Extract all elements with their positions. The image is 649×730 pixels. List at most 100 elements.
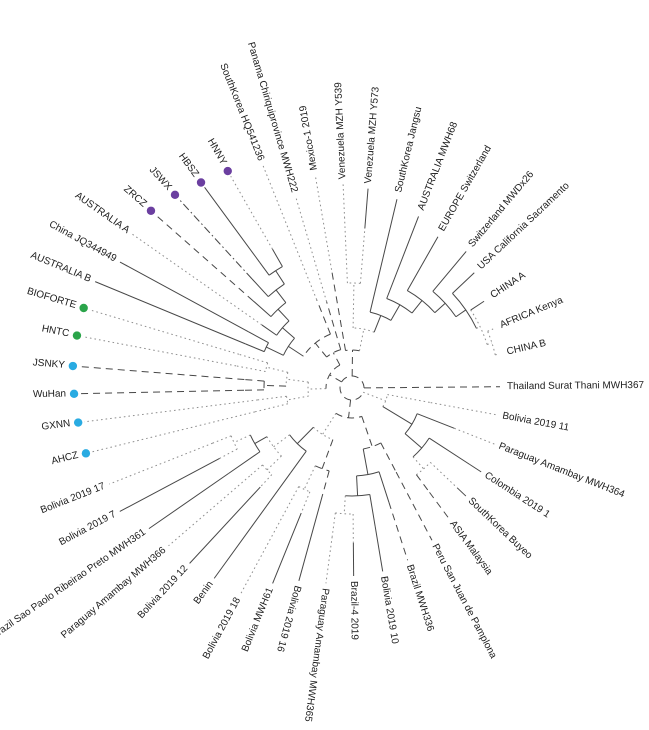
clade-arc: [268, 266, 283, 276]
branch-line: [386, 216, 420, 299]
branch-line: [404, 433, 423, 449]
tip-label-africaKenya: AFRICA Kenya: [498, 295, 565, 331]
branch-line: [455, 309, 467, 318]
tip-dot-wuhan: [69, 389, 79, 399]
clade-arc: [249, 434, 261, 453]
branch-line: [329, 374, 342, 383]
branch-line: [235, 365, 266, 373]
clade-arc: [325, 364, 341, 389]
tip-label-asiaMalaysia: ASIA Malaysia: [447, 519, 495, 578]
branch-line: [359, 228, 366, 284]
clade-arc: [470, 309, 488, 345]
branch-line: [332, 352, 341, 366]
tip-dot-jswx: [170, 190, 180, 200]
branch-line: [363, 386, 500, 389]
branch-line: [300, 491, 311, 514]
branch-line: [254, 403, 289, 413]
branch-line: [406, 236, 439, 291]
branch-line: [429, 461, 458, 489]
branch-line: [380, 442, 397, 473]
branch-line: [296, 426, 314, 444]
leader-line: [91, 411, 256, 453]
tip-label-ahcz: AHCZ: [50, 450, 79, 467]
branch-line: [244, 379, 265, 382]
branch-line: [326, 301, 342, 350]
leader-line: [429, 492, 449, 519]
tip-label-brMWH336: Brazil MWH336: [404, 563, 436, 633]
branch-line: [316, 299, 331, 335]
clade-arc: [452, 293, 477, 329]
tip-label-benin: Benin: [192, 579, 216, 606]
branch-line: [415, 474, 430, 493]
branch-line: [287, 486, 300, 507]
clade-arc: [303, 333, 331, 357]
branch-line: [321, 439, 334, 469]
leader-line: [395, 471, 433, 541]
branch-line: [432, 251, 467, 292]
tip-dot-jsnky: [68, 361, 78, 371]
tip-label-bol18: Bolivia 2019 18: [201, 595, 243, 661]
clade-arc: [335, 512, 354, 515]
branch-line: [259, 261, 270, 276]
branch-line: [264, 384, 287, 387]
branch-line: [212, 435, 232, 444]
tip-dot-bioforte: [79, 303, 88, 313]
leader-line: [109, 442, 213, 485]
clade-arc: [407, 290, 436, 314]
tip-label-bioforte: BIOFORTE: [26, 286, 78, 311]
branch-line: [343, 495, 346, 514]
leader-line: [94, 281, 246, 345]
tip-label-parMWH365: Paraguay Amambay MWH365: [302, 587, 331, 722]
tip-dot-hbsz: [196, 178, 206, 187]
tip-label-hntc: HNTC: [41, 323, 70, 339]
branch-line: [266, 455, 282, 471]
branch-line: [322, 413, 337, 435]
leader-line: [325, 536, 333, 584]
tip-label-skJangsu: SouthKorea Jangsu: [393, 106, 424, 194]
clade-arc: [265, 362, 269, 372]
leader-line: [89, 309, 240, 355]
tip-label-mexico: Mexico-1 2019: [298, 104, 320, 171]
leader-line: [178, 198, 253, 280]
leader-line: [314, 175, 333, 270]
branch-line: [495, 353, 499, 356]
tip-label-thailand: Thailand Surat Thani MWH367: [507, 380, 645, 392]
tip-label-jsnky: JSNKY: [32, 357, 65, 371]
clade-arc: [386, 298, 413, 314]
leader-line: [374, 525, 384, 572]
branch-line: [290, 450, 307, 474]
branch-line: [470, 300, 485, 311]
clade-arc: [487, 331, 496, 356]
clade-arc: [339, 375, 365, 401]
leader-line: [132, 233, 263, 326]
branch-line: [348, 399, 352, 418]
tip-label-ausA: AUSTRALIA A: [73, 190, 132, 236]
branch-line: [352, 283, 355, 329]
tip-label-bol10: Bolivia 2019 10: [378, 575, 400, 645]
branch-line: [245, 343, 265, 353]
tip-label-bol17: Bolivia 2019 17: [39, 481, 107, 517]
tip-dot-hntc: [72, 331, 82, 340]
leader-line: [155, 214, 254, 302]
leader-line: [204, 187, 261, 263]
branch-line: [286, 378, 309, 383]
branch-line: [428, 437, 470, 465]
tip-label-chinaB: CHINA B: [506, 338, 548, 358]
branch-line: [382, 406, 413, 425]
branch-line: [282, 327, 295, 339]
branch-line: [259, 474, 273, 488]
tip-label-venY539: Venezuela MZH Y539: [333, 82, 348, 180]
clade-arc: [267, 283, 285, 297]
branch-line: [356, 475, 359, 496]
leader-line: [430, 402, 498, 416]
leader-line: [82, 336, 237, 367]
branch-line: [331, 512, 336, 537]
tip-label-hbsz: HBSZ: [176, 151, 201, 179]
clade-arc: [263, 342, 269, 352]
branch-line: [249, 464, 263, 477]
clade-arc: [286, 396, 289, 404]
branch-line: [434, 302, 446, 314]
tip-label-peru: Peru San Juan de Pamplona: [429, 542, 498, 661]
